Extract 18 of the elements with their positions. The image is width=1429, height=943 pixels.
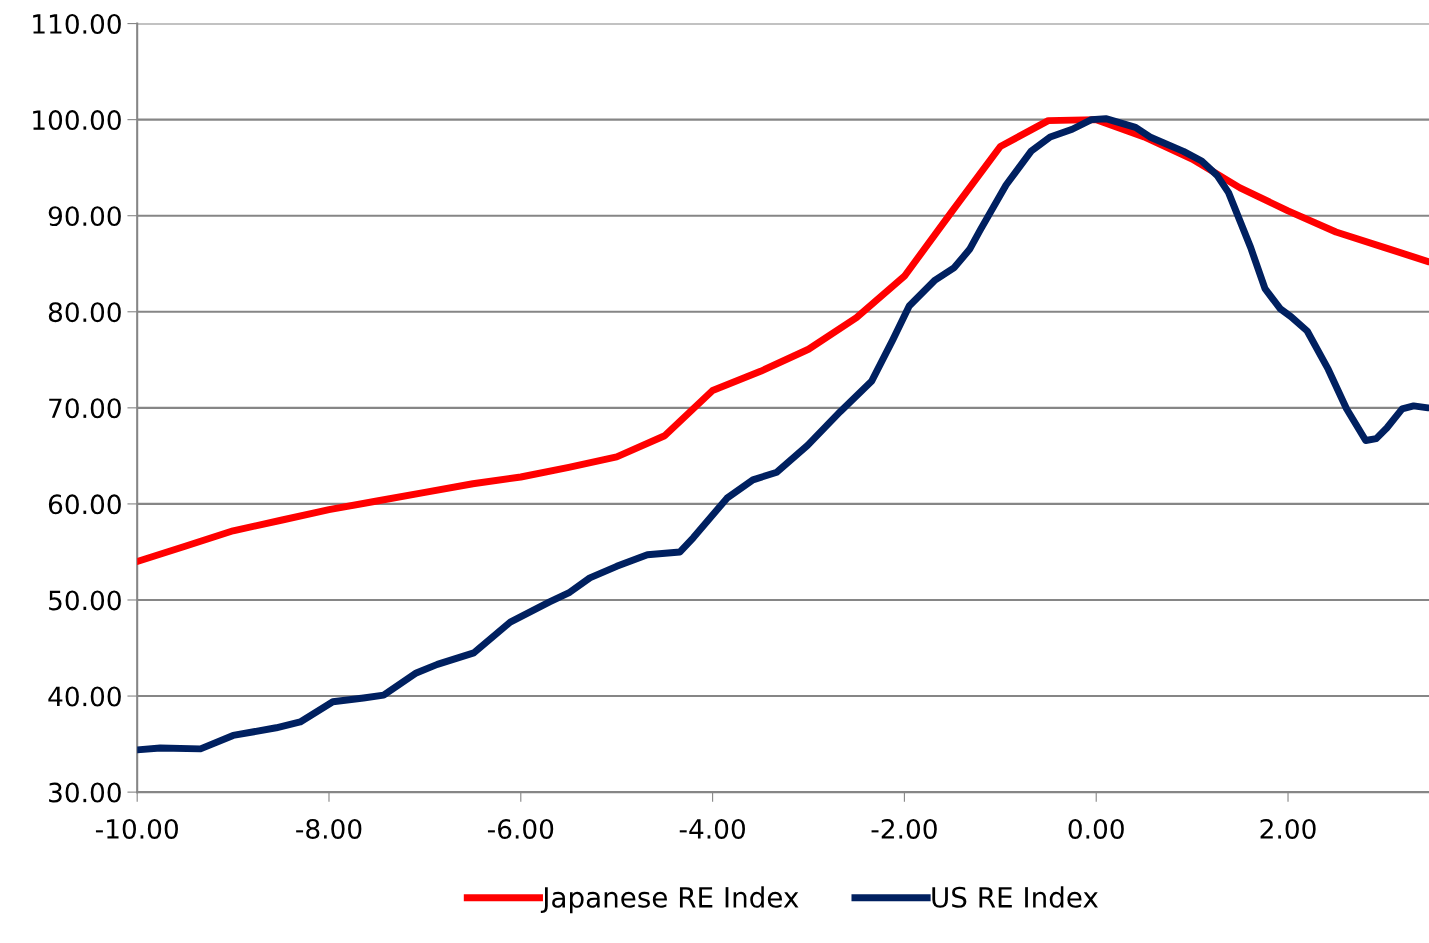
y-tick-label: 100.00 <box>33 110 121 131</box>
y-tick-label: 40.00 <box>48 686 121 707</box>
x-tick-label: -2.00 <box>871 818 937 839</box>
legend-label: US RE Index <box>932 886 1098 908</box>
y-tick-label: 110.00 <box>33 14 121 34</box>
y-tick-label: 70.00 <box>49 398 121 419</box>
legend-label: Japanese RE Index <box>540 886 799 914</box>
x-tick-label: -10.00 <box>95 818 178 839</box>
y-tick-label: 60.00 <box>48 494 121 515</box>
x-tick-label: -8.00 <box>296 818 362 839</box>
x-tick-label: 2.00 <box>1260 818 1316 839</box>
x-tick-label: 0.00 <box>1068 818 1124 839</box>
x-tick-label: -6.00 <box>487 818 554 839</box>
y-tick-label: 50.00 <box>49 590 121 611</box>
y-tick-label: 90.00 <box>48 206 121 227</box>
x-tick-label: -4.00 <box>679 818 745 839</box>
y-tick-label: 80.00 <box>48 302 121 323</box>
y-tick-label: 30.00 <box>49 782 121 803</box>
